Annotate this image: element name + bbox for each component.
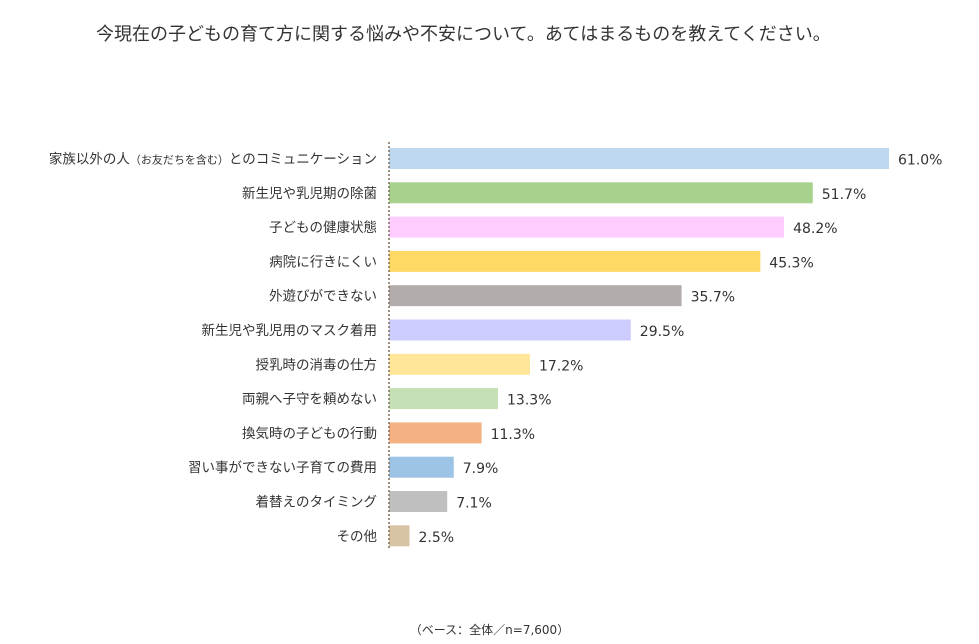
bar	[389, 148, 889, 169]
chart-title: 今現在の子どもの育て方に関する悩みや不安について。あてはまるものを教えてください…	[96, 24, 831, 45]
category-label: その他	[337, 529, 378, 545]
value-label: 13.3%	[507, 393, 551, 409]
value-label: 35.7%	[691, 290, 735, 306]
bar	[389, 250, 761, 272]
value-label: 17.2%	[539, 358, 583, 374]
bar	[389, 491, 448, 512]
value-label: 51.7%	[822, 187, 866, 203]
bar	[389, 216, 785, 238]
bar	[389, 422, 482, 444]
category-label: 病院に行きにくい	[269, 254, 377, 270]
bar	[389, 525, 410, 547]
category-label: 習い事ができない子育ての費用	[188, 460, 377, 476]
value-label: 7.9%	[463, 461, 499, 477]
category-label: 両親へ子守を頼めない	[242, 392, 377, 408]
base-note: （ベース：全体／n=7,600）	[409, 623, 570, 637]
bar	[389, 285, 682, 307]
value-label: 2.5%	[418, 530, 454, 546]
bar	[389, 182, 813, 204]
category-label: 換気時の子どもの行動	[242, 426, 377, 442]
value-label: 7.1%	[456, 496, 492, 512]
category-label: 着替えのタイミング	[256, 494, 378, 511]
bar	[389, 353, 530, 375]
value-label: 61.0%	[898, 153, 942, 169]
category-label: 家族以外の人（お友だちを含む）とのコミュニケーション	[49, 151, 377, 168]
bar	[389, 388, 499, 410]
value-label: 48.2%	[793, 221, 837, 237]
value-label: 29.5%	[640, 324, 684, 340]
category-label: 授乳時の消毒の仕方	[256, 357, 378, 373]
bar	[389, 319, 631, 341]
value-label: 11.3%	[491, 427, 535, 443]
bar	[389, 456, 454, 478]
category-label: 新生児や乳児用のマスク着用	[202, 322, 378, 339]
category-label: 子どもの健康状態	[269, 219, 377, 236]
category-label: 外遊びができない	[269, 289, 377, 305]
category-label: 新生児や乳児期の除菌	[242, 186, 377, 202]
value-label: 45.3%	[769, 255, 813, 271]
